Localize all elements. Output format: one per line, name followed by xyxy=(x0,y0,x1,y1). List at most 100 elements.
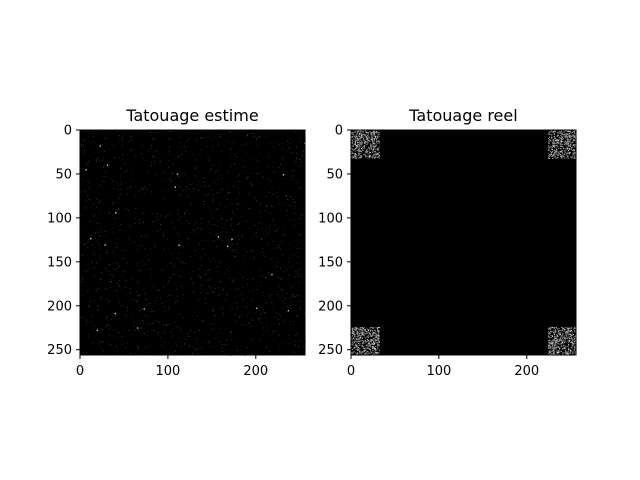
noise-pixel xyxy=(373,341,374,343)
noise-pixel xyxy=(147,150,149,152)
noise-pixel xyxy=(357,150,359,151)
noise-pixel xyxy=(372,347,374,349)
noise-pixel xyxy=(357,149,359,151)
noise-pixel xyxy=(352,155,354,156)
noise-pixel xyxy=(153,246,155,248)
noise-pixel xyxy=(117,337,119,339)
noise-pixel xyxy=(139,271,141,273)
noise-pixel xyxy=(97,130,99,132)
noise-pixel xyxy=(136,159,138,161)
noise-pixel xyxy=(549,337,551,339)
noise-pixel xyxy=(554,328,556,330)
noise-pixel xyxy=(181,345,183,347)
noise-pixel xyxy=(212,194,214,196)
noise-pixel xyxy=(572,345,574,347)
noise-pixel xyxy=(259,212,261,214)
noise-pixel xyxy=(549,154,551,156)
noise-pixel xyxy=(549,346,551,348)
noise-pixel xyxy=(282,233,284,235)
noise-pixel xyxy=(292,255,294,257)
noise-pixel xyxy=(275,231,277,233)
noise-pixel xyxy=(130,334,132,336)
noise-pixel xyxy=(359,328,361,330)
noise-pixel xyxy=(172,172,174,174)
noise-pixel xyxy=(287,310,290,312)
noise-pixel xyxy=(375,349,377,351)
noise-pixel xyxy=(201,149,203,151)
noise-pixel xyxy=(559,349,561,351)
noise-pixel xyxy=(370,339,372,340)
noise-pixel xyxy=(354,147,356,149)
noise-pixel xyxy=(361,131,363,132)
noise-pixel xyxy=(367,336,369,338)
noise-pixel xyxy=(190,278,192,280)
noise-pixel xyxy=(187,243,189,245)
noise-pixel xyxy=(140,327,142,329)
noise-pixel xyxy=(147,171,149,173)
noise-pixel xyxy=(357,140,359,142)
noise-pixel xyxy=(179,276,181,278)
noise-pixel xyxy=(550,140,551,142)
noise-pixel xyxy=(126,310,128,312)
noise-pixel xyxy=(236,302,238,304)
noise-pixel xyxy=(181,338,183,340)
noise-pixel xyxy=(363,329,365,331)
noise-pixel xyxy=(556,153,558,155)
noise-pixel xyxy=(359,349,361,351)
noise-pixel xyxy=(560,151,562,153)
noise-pixel xyxy=(212,223,213,225)
noise-pixel xyxy=(121,339,123,341)
noise-pixel xyxy=(158,321,160,323)
noise-pixel xyxy=(572,339,574,341)
noise-pixel xyxy=(181,285,183,287)
noise-pixel xyxy=(567,340,569,342)
noise-pixel xyxy=(142,320,143,322)
noise-pixel xyxy=(118,197,120,199)
noise-pixel xyxy=(573,150,575,152)
noise-pixel xyxy=(272,330,274,332)
noise-pixel xyxy=(556,135,558,137)
noise-pixel xyxy=(284,203,286,205)
noise-pixel xyxy=(107,319,109,321)
noise-pixel xyxy=(353,329,355,331)
noise-pixel xyxy=(92,204,93,206)
noise-pixel xyxy=(193,311,195,313)
noise-pixel xyxy=(362,333,364,335)
noise-pixel xyxy=(560,332,562,334)
noise-pixel xyxy=(355,343,357,345)
noise-pixel xyxy=(278,247,280,248)
noise-pixel xyxy=(169,146,171,148)
noise-pixel xyxy=(212,257,214,259)
noise-pixel xyxy=(259,135,260,137)
noise-pixel xyxy=(212,209,214,211)
noise-pixel xyxy=(156,320,158,322)
noise-pixel xyxy=(272,193,274,195)
noise-pixel xyxy=(195,139,197,141)
noise-pixel xyxy=(570,133,572,135)
noise-pixel xyxy=(570,139,572,141)
noise-pixel xyxy=(369,152,371,154)
noise-pixel xyxy=(238,239,240,240)
noise-pixel xyxy=(141,336,143,338)
noise-pixel xyxy=(550,350,552,351)
noise-pixel xyxy=(301,161,303,163)
noise-pixel xyxy=(554,140,555,142)
noise-pixel xyxy=(80,191,82,193)
noise-pixel xyxy=(93,254,95,256)
noise-pixel xyxy=(95,160,97,162)
noise-pixel xyxy=(351,136,353,138)
noise-pixel xyxy=(553,155,555,156)
noise-pixel xyxy=(273,339,275,341)
noise-pixel xyxy=(375,144,377,146)
noise-pixel xyxy=(560,154,562,156)
noise-pixel xyxy=(294,224,296,226)
noise-pixel xyxy=(553,351,555,353)
noise-pixel xyxy=(553,337,555,339)
noise-pixel xyxy=(121,231,123,233)
noise-pixel xyxy=(355,336,357,337)
noise-pixel xyxy=(375,157,377,158)
noise-pixel xyxy=(294,170,296,172)
noise-pixel xyxy=(566,146,567,148)
noise-pixel xyxy=(121,336,123,338)
noise-pixel xyxy=(358,347,360,349)
